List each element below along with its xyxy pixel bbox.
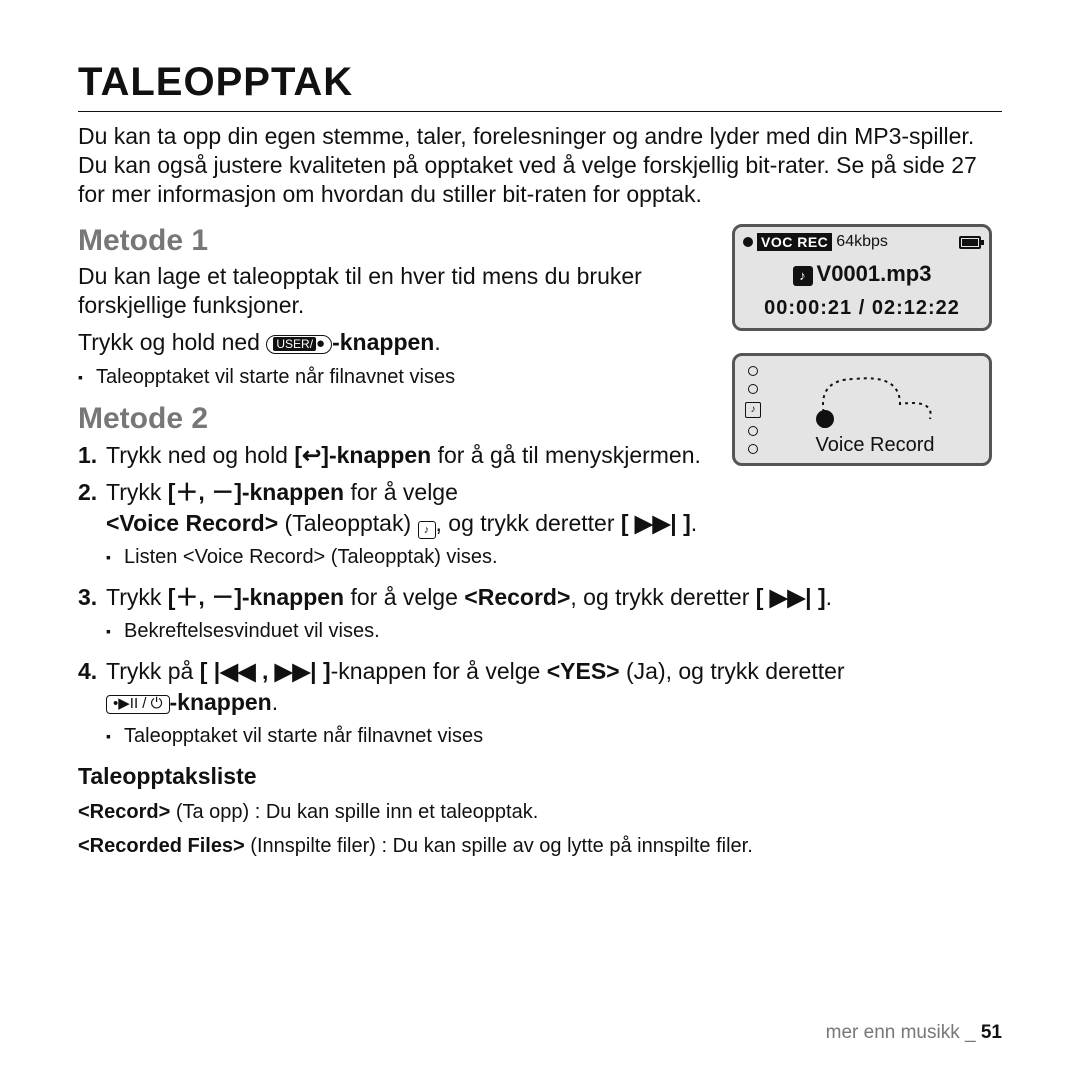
method2-step3-sub: Bekreftelsesvinduet vil vises. — [78, 619, 1002, 644]
method2-step2: 2. Trykk [＋, －]-knappen for å velge <Voi… — [78, 477, 1002, 539]
lcd-filename: ♪V0001.mp3 — [743, 261, 981, 287]
menu-dot-icon — [748, 444, 758, 454]
method1-p1: Du kan lage et taleopptak til en hver ti… — [78, 262, 712, 320]
def-recorded-files: <Recorded Files> (Innspilte filer) : Du … — [78, 832, 1002, 860]
voice-record-icon: ♪ — [418, 521, 436, 539]
method1-p2: Trykk og hold ned USER/●-knappen. — [78, 328, 712, 357]
menu-selected-icon: ♪ — [745, 402, 761, 418]
bitrate-label: 64kbps — [836, 233, 888, 251]
lcd-recording-screen: VOC REC 64kbps ♪V0001.mp3 00:00:21 / 02:… — [732, 224, 992, 331]
page-footer: mer enn musikk _ 51 — [826, 1022, 1002, 1044]
menu-dot-icon — [748, 426, 758, 436]
menu-dot-icon — [748, 384, 758, 394]
method1-sub: Taleopptaket vil starte når filnavnet vi… — [78, 365, 712, 390]
method2-step4-sub: Taleopptaket vil starte når filnavnet vi… — [78, 724, 1002, 749]
file-icon: ♪ — [793, 266, 813, 286]
page-title: TALEOPPTAK — [78, 60, 1002, 112]
method1-heading: Metode 1 — [78, 224, 712, 258]
list-heading: Taleopptaksliste — [78, 763, 1002, 790]
method2-step4: 4. Trykk på [ |◀◀ , ▶▶| ]-knappen for å … — [78, 656, 1002, 718]
lcd-menu-screen: ♪ Voice Record — [732, 353, 992, 466]
method2-step1: 1. Trykk ned og hold [↩]-knappen for å g… — [78, 440, 712, 471]
record-dot-icon — [743, 237, 753, 247]
menu-dot-icon — [748, 366, 758, 376]
intro-text: Du kan ta opp din egen stemme, taler, fo… — [78, 122, 1002, 208]
battery-icon — [959, 236, 981, 249]
user-button-icon: USER/● — [266, 335, 332, 355]
method2-heading: Metode 2 — [78, 402, 712, 436]
play-power-button-icon: •▶II / ⏻ — [106, 695, 170, 715]
voc-rec-label: VOC REC — [757, 233, 832, 251]
method2-step3: 3. Trykk [＋, －]-knappen for å velge <Rec… — [78, 582, 1002, 613]
method2-step2-sub: Listen <Voice Record> (Taleopptak) vises… — [78, 545, 1002, 570]
lcd-time: 00:00:21 / 02:12:22 — [743, 297, 981, 320]
lcd2-label: Voice Record — [771, 434, 979, 457]
mic-graphic-icon — [805, 364, 945, 434]
def-record: <Record> (Ta opp) : Du kan spille inn et… — [78, 798, 1002, 826]
